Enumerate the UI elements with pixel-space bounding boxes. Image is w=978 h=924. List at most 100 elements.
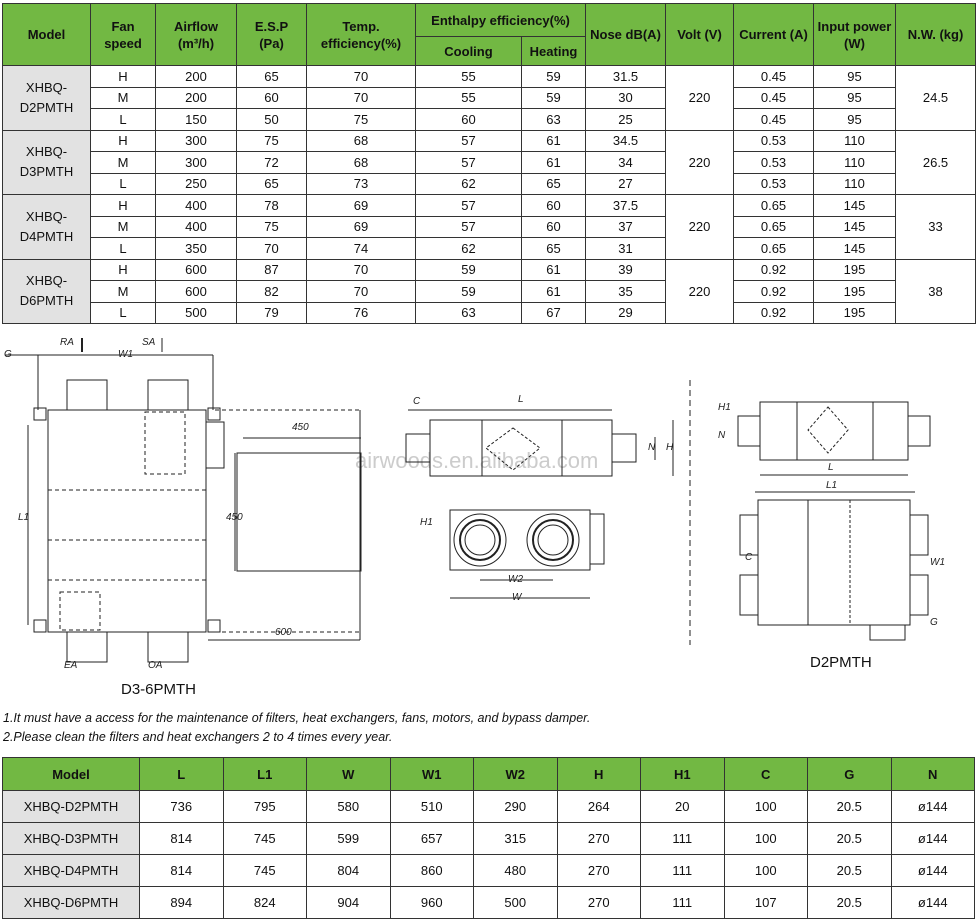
net-weight-cell: 26.5: [895, 129, 977, 195]
temp-efficiency-cell: 68: [306, 151, 416, 174]
model-cell: XHBQ-D4PMTH: [2, 854, 140, 887]
specification-table: Model Fan speed Airflow (m³/h) E.S.P (Pa) …: [2, 3, 977, 324]
airflow-cell: 350: [155, 237, 237, 260]
header-l1: L1: [222, 757, 307, 791]
fan-speed-cell: M: [90, 151, 156, 174]
c-cell: 100: [723, 822, 808, 855]
header-n: N: [890, 757, 975, 791]
fan-speed-cell: L: [90, 172, 156, 195]
table-row: L 150 50 75 60 63 25 0.45 95: [3, 108, 976, 131]
c-cell: 100: [723, 790, 808, 823]
current-cell: 0.65: [733, 215, 815, 238]
power-cell: 145: [813, 194, 897, 217]
dimension-drawing: airwoods.en.alibaba.com RA SA G W1 L1 45…: [4, 337, 945, 671]
table-row: L 250 65 73 62 65 27 0.53 110: [3, 172, 976, 195]
l-cell: 736: [139, 790, 224, 823]
label-450-top: 450: [292, 422, 309, 433]
airflow-cell: 600: [155, 258, 237, 281]
label-right-l1: L1: [826, 480, 837, 491]
cooling-cell: 55: [415, 65, 522, 88]
l-cell: 814: [139, 854, 224, 887]
current-cell: 0.53: [733, 172, 815, 195]
label-right-n: N: [718, 430, 726, 441]
h1-cell: 111: [640, 822, 725, 855]
header-w1: W1: [389, 757, 474, 791]
caption-d3-6pmth: D3-6PMTH: [121, 681, 197, 698]
power-cell: 195: [813, 280, 897, 303]
esp-unit: (Pa): [259, 35, 284, 51]
header-heating: Heating: [520, 36, 587, 66]
header-current: Current (A): [733, 3, 815, 66]
h1-cell: 20: [640, 790, 725, 823]
table-row: M 400 75 69 57 60 37 0.65 145: [3, 215, 976, 238]
net-weight-cell: 33: [895, 194, 977, 260]
g-cell: 20.5: [807, 822, 892, 855]
model-cell: XHBQ-D4PMTH: [2, 194, 91, 260]
model-cell: XHBQ-D2PMTH: [2, 65, 91, 131]
airflow-cell: 200: [155, 86, 237, 109]
esp-cell: 60: [236, 86, 307, 109]
header-model: Model: [2, 757, 140, 791]
model-cell: XHBQ-D6PMTH: [2, 258, 91, 324]
header-cooling: Cooling: [415, 36, 522, 66]
airflow-cell: 600: [155, 280, 237, 303]
heating-cell: 59: [520, 86, 587, 109]
airflow-unit: (m³/h): [177, 35, 215, 51]
l1-cell: 745: [222, 822, 307, 855]
label-right-w1: W1: [930, 557, 945, 568]
current-cell: 0.45: [733, 86, 815, 109]
model-cell: XHBQ-D3PMTH: [2, 129, 91, 195]
h-cell: 270: [556, 854, 641, 887]
cooling-cell: 57: [415, 151, 522, 174]
table-row: XHBQ-D2PMTH 736 795 580 510 290 264 20 100 20.5 ø1…: [2, 790, 975, 823]
header-noise: Nose dB(A): [585, 3, 667, 66]
table-row: XHBQ-D6PMTH 894 824 904 960 500 270 111 107 20.5 ø…: [2, 886, 975, 919]
cooling-cell: 59: [415, 280, 522, 303]
header-esp: E.S.P (Pa): [236, 3, 307, 66]
header-power: Input power (W): [813, 3, 897, 66]
power-cell: 145: [813, 237, 897, 260]
volt-cell: 220: [665, 194, 735, 260]
noise-cell: 31: [585, 237, 667, 260]
current-cell: 0.65: [733, 237, 815, 260]
heating-cell: 60: [520, 194, 587, 217]
noise-cell: 29: [585, 301, 667, 324]
airflow-cell: 150: [155, 108, 237, 131]
esp-cell: 87: [236, 258, 307, 281]
label-right-h1: H1: [718, 402, 731, 413]
header-volt: Volt (V): [665, 3, 735, 66]
label-right-c: C: [745, 552, 753, 563]
w2-cell: 480: [473, 854, 558, 887]
noise-cell: 34: [585, 151, 667, 174]
temp-efficiency-cell: 74: [306, 237, 416, 260]
temp-efficiency-cell: 70: [306, 65, 416, 88]
airflow-cell: 400: [155, 194, 237, 217]
fan-speed-cell: M: [90, 280, 156, 303]
cooling-cell: 59: [415, 258, 522, 281]
n-cell: ø144: [890, 822, 975, 855]
noise-cell: 27: [585, 172, 667, 195]
fan-speed-cell: L: [90, 237, 156, 260]
w1-cell: 860: [389, 854, 474, 887]
header-c: C: [723, 757, 808, 791]
heating-cell: 61: [520, 258, 587, 281]
cooling-cell: 57: [415, 129, 522, 152]
label-right-g: G: [930, 617, 938, 628]
header-h: H: [556, 757, 641, 791]
temp-efficiency-cell: 68: [306, 129, 416, 152]
note-2: 2.Please clean the filters and heat exch…: [3, 730, 393, 744]
airflow-label: Airflow: [173, 18, 219, 34]
current-cell: 0.92: [733, 258, 815, 281]
table-row: L 350 70 74 62 65 31 0.65 145: [3, 237, 976, 260]
c-cell: 107: [723, 886, 808, 919]
cooling-cell: 63: [415, 301, 522, 324]
h1-cell: 111: [640, 854, 725, 887]
n-cell: ø144: [890, 790, 975, 823]
power-cell: 145: [813, 215, 897, 238]
temp-efficiency-cell: 73: [306, 172, 416, 195]
temp-efficiency-cell: 70: [306, 86, 416, 109]
header-fan-speed: Fan speed: [90, 3, 156, 66]
temp-efficiency-cell: 69: [306, 194, 416, 217]
fan-speed-cell: L: [90, 301, 156, 324]
power-cell: 95: [813, 65, 897, 88]
